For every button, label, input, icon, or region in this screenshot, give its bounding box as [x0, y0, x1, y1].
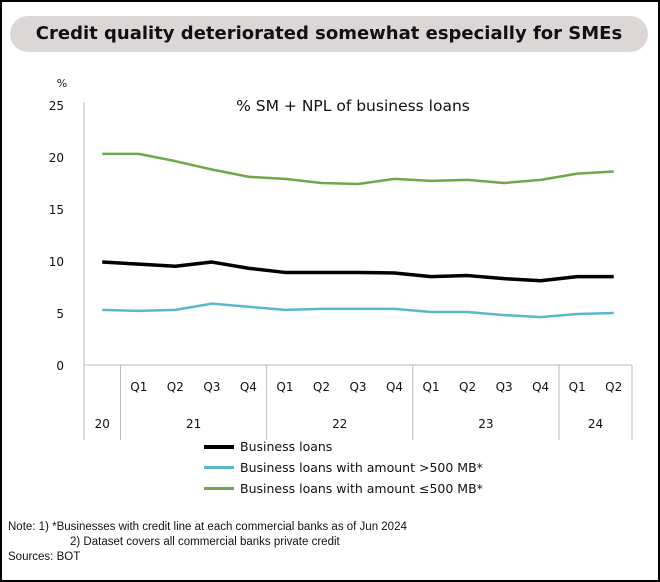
note-2: 2) Dataset covers all commercial banks p… [70, 536, 340, 548]
x-tick-label: Q4 [532, 380, 549, 394]
x-tick-label: Q1 [569, 380, 586, 394]
series-line-0 [102, 260, 614, 283]
legend-swatch [204, 444, 234, 449]
y-tick-label: 20 [49, 151, 64, 165]
legend-label: Business loans with amount ≤500 MB* [240, 481, 483, 496]
year-label: 20 [95, 417, 110, 431]
x-tick-label: Q1 [276, 380, 293, 394]
x-tick-label: Q2 [313, 380, 330, 394]
year-label: 24 [588, 417, 603, 431]
year-label: 23 [478, 417, 493, 431]
x-tick-label: Q2 [167, 380, 184, 394]
chart-title: % SM + NPL of business loans [236, 97, 470, 115]
y-tick-label: 15 [49, 203, 64, 217]
legend-swatch [204, 466, 234, 469]
x-tick-label: Q2 [459, 380, 476, 394]
legend-label: Business loans with amount >500 MB* [240, 460, 483, 475]
y-tick-label: 0 [56, 359, 64, 373]
legend-item: Business loans with amount ≤500 MB* [204, 478, 483, 499]
x-tick-label: Q1 [423, 380, 440, 394]
legend-label: Business loans [240, 439, 333, 454]
sources: Sources: BOT [8, 551, 81, 563]
x-tick-label: Q4 [240, 380, 257, 394]
page-title: Credit quality deteriorated somewhat esp… [10, 16, 648, 52]
note-1: Note: 1) *Businesses with credit line at… [8, 521, 407, 533]
series-line-2 [102, 152, 614, 186]
legend-item: Business loans [204, 436, 483, 457]
x-tick-label: Q3 [349, 380, 366, 394]
x-tick-label: Q1 [130, 380, 147, 394]
x-tick-label: Q4 [386, 380, 403, 394]
year-label: 22 [332, 417, 347, 431]
series-line-1 [102, 302, 614, 319]
legend-item: Business loans with amount >500 MB* [204, 457, 483, 478]
x-tick-label: Q3 [496, 380, 513, 394]
x-tick-label: Q2 [605, 380, 622, 394]
year-label: 21 [186, 417, 201, 431]
y-tick-label: 5 [56, 307, 64, 321]
x-tick-label: Q3 [203, 380, 220, 394]
y-tick-label: 25 [49, 99, 64, 113]
notes: Note: 1) *Businesses with credit line at… [8, 520, 407, 565]
legend: Business loans Business loans with amount… [204, 436, 483, 499]
legend-swatch [204, 487, 234, 490]
y-axis-label: % [57, 77, 67, 90]
y-tick-label: 10 [49, 255, 64, 269]
